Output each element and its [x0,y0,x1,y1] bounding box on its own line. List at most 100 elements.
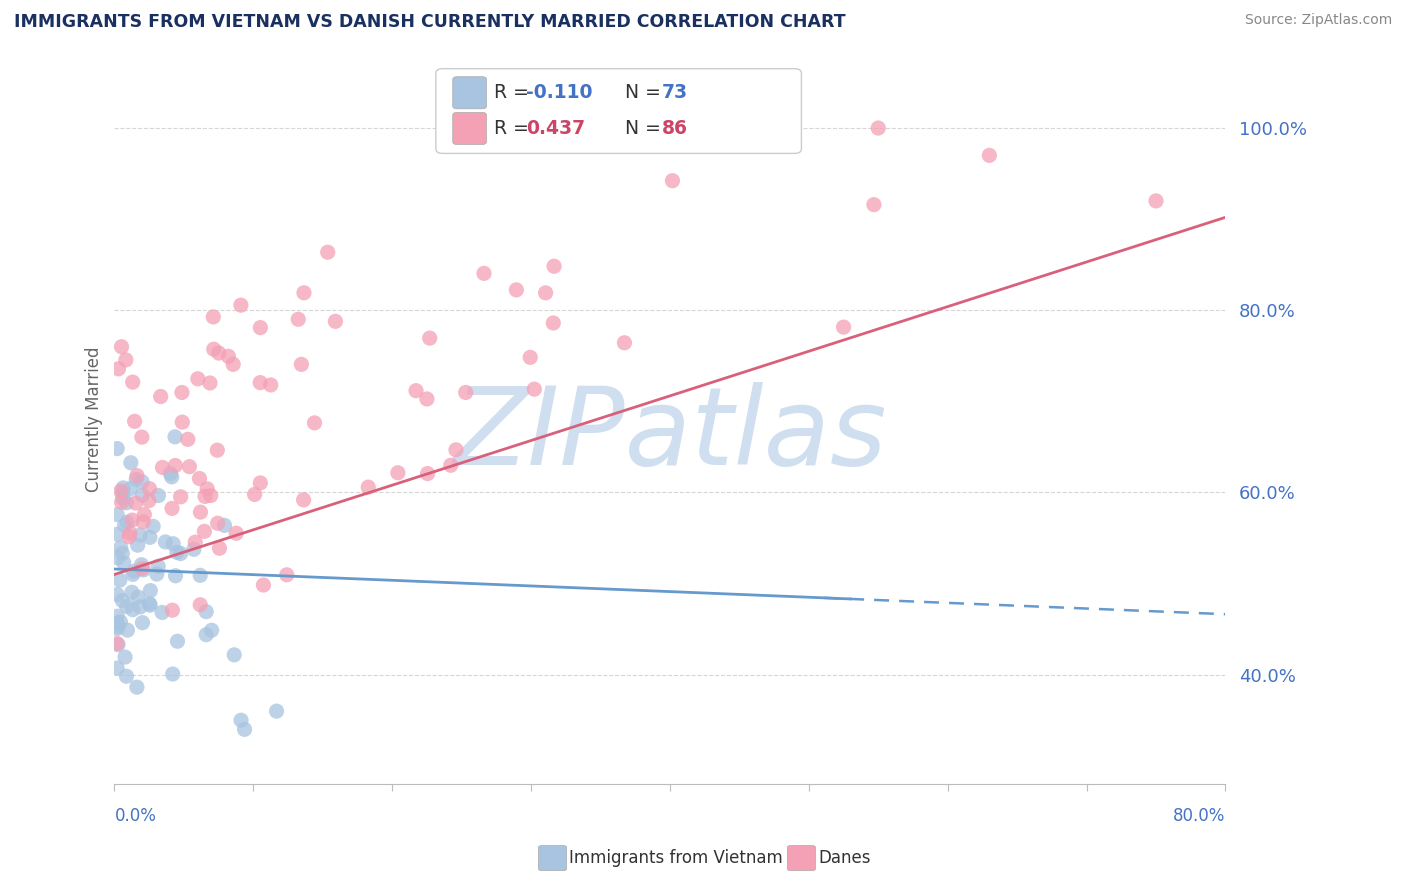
Point [233,723,256,737]
Point [110,495,132,509]
Point [444,442,467,457]
Point [139,583,162,598]
Point [120,482,142,496]
Point [105,587,128,601]
Text: Danes: Danes [818,849,870,867]
Point [249,320,271,334]
Point [121,567,143,582]
Point [110,483,132,498]
Point [177,433,200,447]
Point [107,620,129,634]
Point [613,335,636,350]
Text: R =: R = [494,83,534,103]
Point [149,390,172,404]
Point [187,372,209,386]
Point [121,602,143,616]
Point [111,485,134,500]
Point [148,489,170,503]
Point [117,623,139,637]
Point [127,590,149,604]
Point [214,518,236,533]
Point [292,285,315,300]
Point [195,605,218,619]
Point [115,496,138,510]
Point [979,148,1001,162]
Point [225,526,247,541]
Point [134,508,156,522]
Point [115,599,138,614]
Point [146,567,169,582]
Point [138,482,160,496]
Point [419,331,441,345]
Point [105,622,128,636]
Point [266,704,288,718]
Point [107,638,129,652]
Point [160,501,183,516]
Text: 80.0%: 80.0% [1173,806,1226,825]
Point [139,530,162,544]
Point [201,624,224,638]
Point [114,518,136,533]
Point [146,559,169,574]
Point [194,490,217,504]
Point [166,634,188,648]
Point [387,466,409,480]
Text: R =: R = [494,119,534,138]
Point [543,259,565,273]
Point [184,535,207,549]
Point [131,488,153,502]
Point [188,471,211,485]
Point [472,266,495,280]
Text: N =: N = [613,83,666,103]
Text: 73: 73 [662,83,689,103]
Point [208,346,231,360]
Point [110,541,132,555]
Point [107,361,129,376]
Point [138,493,160,508]
Point [105,636,128,650]
Point [111,546,134,560]
Point [129,528,152,542]
Point [162,537,184,551]
Point [132,563,155,577]
Point [179,459,201,474]
Point [863,197,886,211]
Point [105,616,128,631]
Text: 86: 86 [662,119,688,138]
Point [114,650,136,665]
Text: -0.110: -0.110 [526,83,592,103]
Point [188,598,211,612]
Point [290,357,312,371]
Text: 0.437: 0.437 [526,119,585,138]
Point [165,568,187,582]
Point [252,578,274,592]
Point [519,351,541,365]
Y-axis label: Currently Married: Currently Married [86,347,103,492]
Point [316,245,339,260]
Point [131,561,153,575]
Point [155,535,177,549]
Point [405,384,427,398]
Point [543,316,565,330]
Point [105,609,128,624]
Point [118,530,141,544]
Point [193,524,215,539]
Text: IMMIGRANTS FROM VIETNAM VS DANISH CURRENTLY MARRIED CORRELATION CHART: IMMIGRANTS FROM VIETNAM VS DANISH CURREN… [14,13,845,31]
Point [260,378,283,392]
Point [325,314,347,328]
Point [200,489,222,503]
Point [131,615,153,630]
Point [188,568,211,582]
Point [160,470,183,484]
Text: 0.0%: 0.0% [114,806,156,825]
Point [112,481,135,495]
Point [169,547,191,561]
Point [105,508,128,522]
Point [162,603,184,617]
Point [292,492,315,507]
Point [169,490,191,504]
Point [357,480,380,494]
Text: ZIPatlas: ZIPatlas [453,382,887,487]
Point [159,467,181,481]
Point [124,414,146,428]
